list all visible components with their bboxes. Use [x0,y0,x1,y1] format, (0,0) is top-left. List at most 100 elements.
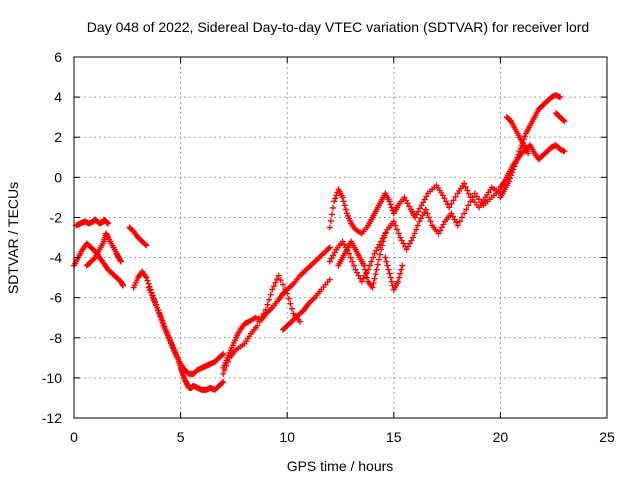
y-tick-label: -2 [50,209,63,225]
data-point [388,278,395,285]
data-point [326,244,333,251]
data-point [476,196,483,203]
data-point [333,192,340,199]
data-point [506,117,513,124]
data-point [330,252,337,259]
series-arc15 [497,92,564,201]
data-point [160,320,167,327]
data-point [403,246,410,253]
data-point [352,266,359,273]
data-point [355,272,362,279]
x-tick-label: 15 [386,429,402,445]
data-point [406,240,413,247]
series-arc13 [335,230,389,291]
series-arc2 [71,240,127,289]
data-point [561,148,568,155]
data-point [413,211,420,218]
data-point [326,276,333,283]
data-point [370,280,377,287]
data-point [459,214,466,221]
data-point [277,277,284,284]
data-point [396,274,403,281]
chart-title: Day 048 of 2022, Sidereal Day-to-day VTE… [87,19,589,35]
data-point [398,266,405,273]
data-point [463,206,470,213]
x-tick-label: 20 [493,429,509,445]
data-point [415,208,422,215]
data-point [144,277,151,284]
data-point [279,281,286,288]
data-point [411,230,418,237]
data-point [400,240,407,247]
data-point [387,274,394,281]
series-arc16 [497,142,568,191]
data-point [142,241,149,248]
data-point [462,183,469,190]
data-point [350,262,357,269]
data-point [158,314,165,321]
data-point [399,262,406,269]
data-point [117,258,124,265]
data-point [423,193,430,200]
data-point [416,218,423,225]
data-point [331,198,338,205]
data-point [380,238,387,245]
data-point [561,118,568,125]
data-point [401,194,408,201]
data-point [105,220,112,227]
data-point [465,202,472,209]
data-point [225,358,232,365]
data-point [435,230,442,237]
data-point [364,274,371,281]
data-point [369,284,376,291]
data-point [425,214,432,221]
data-point [421,196,428,203]
data-point [471,190,478,197]
y-tick-label: -4 [50,250,63,266]
data-point [409,234,416,241]
data-point [374,244,381,251]
data-point [446,204,453,211]
data-point [159,317,166,324]
series-arc10 [279,276,333,333]
data-point [424,210,431,217]
data-point [275,272,282,279]
data-point [340,198,347,205]
y-tick-label: 6 [54,49,62,65]
data-point [326,224,333,231]
data-point [266,296,273,303]
data-point [220,378,227,385]
data-point [395,278,402,285]
data-point [395,230,402,237]
data-point [360,262,367,269]
plot-frame [73,56,608,419]
data-point [354,269,361,276]
data-point [363,270,370,277]
data-point [376,241,383,248]
data-point [405,243,412,250]
data-point [393,226,400,233]
data-point [360,275,367,282]
data-point [328,255,335,262]
data-points [71,92,568,393]
data-point [378,246,385,253]
data-point [373,266,380,273]
data-point [219,351,226,358]
data-point [339,194,346,201]
data-point [521,133,528,140]
data-point [371,250,378,257]
data-point [143,242,150,249]
data-point [326,258,333,265]
data-point [381,234,388,241]
data-point [398,237,405,244]
data-point [219,379,226,386]
data-point [461,210,468,217]
data-point [296,318,303,325]
data-point [404,200,411,207]
x-tick-label: 10 [279,429,295,445]
data-point [260,310,267,317]
data-point [412,214,419,221]
data-point [342,206,349,213]
